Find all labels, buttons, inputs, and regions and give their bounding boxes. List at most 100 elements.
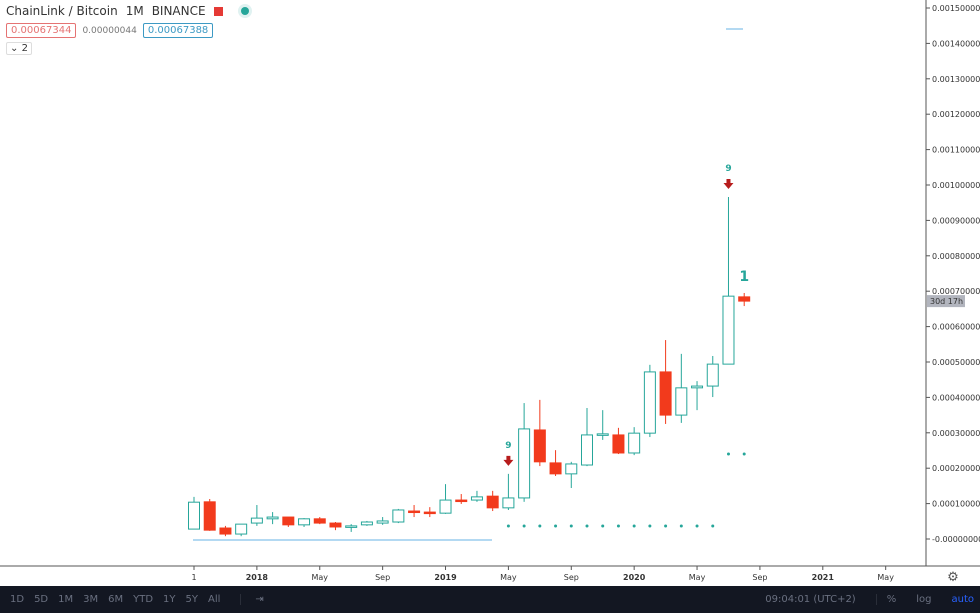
candle-body (565, 463, 578, 475)
range-3m[interactable]: 3M (83, 594, 99, 605)
candle-body (706, 363, 719, 387)
y-tick-label: 0.00130000 (932, 75, 980, 84)
range-1d[interactable]: 1D (10, 594, 25, 605)
setup-dot (506, 524, 510, 528)
candle-body (345, 525, 358, 528)
clock[interactable]: 09:04:01 (UTC+2) (765, 594, 856, 605)
setup-dot (742, 452, 746, 456)
candle-body (612, 434, 625, 454)
exchange-label: BINANCE (151, 4, 206, 18)
candle-body (502, 497, 515, 509)
x-tick-label: May (500, 573, 517, 582)
y-tick-label: -0.00000000 (932, 535, 980, 544)
candle-body (722, 295, 735, 365)
candle-body (235, 523, 248, 535)
sequence-label: 1 (739, 269, 749, 285)
candle-body (455, 499, 468, 503)
log-toggle[interactable]: log (916, 594, 932, 605)
candle-body (533, 429, 546, 463)
setup-dot (554, 524, 558, 528)
indicators-collapse-button[interactable]: ⌄ 2 (6, 42, 32, 55)
setup-dot (616, 524, 620, 528)
y-tick-label: 0.00150000 (932, 4, 980, 13)
sequence-label: 9 (725, 164, 731, 174)
interval-label: 1M (125, 4, 144, 18)
flag-icon[interactable] (213, 6, 223, 16)
x-tick-label: Sep (752, 573, 767, 582)
y-tick-label: 0.00110000 (932, 146, 980, 155)
x-tick-label: Sep (564, 573, 579, 582)
candle-body (659, 371, 672, 416)
range-all[interactable]: All (208, 594, 221, 605)
open-value: 0.00067344 (6, 23, 77, 38)
setup-dot (695, 524, 699, 528)
setup-dot (711, 524, 715, 528)
candle-body (691, 385, 704, 389)
candle-body (549, 462, 562, 475)
y-tick-label: 0.00010000 (932, 500, 980, 509)
bottom-toolbar: 1D 5D 1M 3M 6M YTD 1Y 5Y All ⇥ 09:04:01 … (0, 586, 980, 613)
candle-body (408, 510, 421, 514)
candle-body (675, 387, 688, 416)
indicator-values: 0.00067344 0.00000044 0.00067388 (6, 23, 214, 38)
x-tick-label: May (877, 573, 894, 582)
x-tick-label: 2019 (434, 573, 457, 582)
percent-toggle[interactable]: % (875, 594, 896, 605)
candle-body (738, 296, 751, 302)
setup-dot (632, 524, 636, 528)
y-tick-label: 0.00100000 (932, 181, 980, 190)
y-tick-label: 0.00120000 (932, 110, 980, 119)
indicator-count: 2 (21, 43, 28, 54)
setup-dot (601, 524, 605, 528)
setup-dot (726, 452, 730, 456)
candle-body (329, 522, 342, 528)
candle-body (486, 495, 499, 509)
go-to-date-icon[interactable]: ⇥ (240, 594, 264, 605)
y-tick-label: 0.00060000 (932, 323, 980, 332)
setup-dot (585, 524, 589, 528)
y-tick-label: 0.00140000 (932, 39, 980, 48)
range-1y[interactable]: 1Y (163, 594, 176, 605)
setup-dot (679, 524, 683, 528)
candle-body (298, 518, 311, 526)
price-chart[interactable]: 0.00150000 0.00140000 0.00130000 0.00120000… (0, 0, 980, 586)
x-tick-label: 2018 (246, 573, 269, 582)
candle-body (596, 433, 609, 436)
sell-arrow-icon (503, 455, 514, 466)
y-tick-label: 0.00040000 (932, 393, 980, 402)
candle-body (518, 428, 531, 499)
candle-body (266, 516, 279, 520)
range-1m[interactable]: 1M (58, 594, 74, 605)
range-5d[interactable]: 5D (34, 594, 49, 605)
y-tick-label: 0.00090000 (932, 216, 980, 225)
x-tick-label: May (689, 573, 706, 582)
chart-legend: ChainLink / Bitcoin 1M BINANCE (6, 4, 249, 18)
candle-body (360, 521, 373, 526)
candle-body (581, 434, 593, 466)
setup-dot (664, 524, 668, 528)
auto-toggle[interactable]: auto (951, 594, 974, 605)
candle-body (250, 517, 263, 524)
candle-body (376, 520, 389, 524)
sequence-label: 9 (505, 441, 511, 451)
sell-arrow-icon (723, 179, 734, 190)
x-tick-label: 2021 (812, 573, 835, 582)
candle-body (219, 527, 232, 535)
candle-body (628, 432, 641, 454)
candle-body (313, 518, 326, 524)
x-tick-label: Sep (375, 573, 390, 582)
symbol-title[interactable]: ChainLink / Bitcoin (6, 4, 118, 18)
x-tick-label: 2020 (623, 573, 646, 582)
candle-body (470, 496, 483, 501)
settings-icon[interactable]: ⚙ (947, 570, 959, 585)
range-ytd[interactable]: YTD (133, 594, 154, 605)
range-5y[interactable]: 5Y (185, 594, 199, 605)
candle-body (392, 509, 405, 523)
setup-dot (538, 524, 542, 528)
market-status-icon (240, 7, 249, 15)
setup-dot (569, 524, 573, 528)
range-6m[interactable]: 6M (108, 594, 124, 605)
candle-body (188, 501, 200, 530)
x-tick-label: 1 (191, 573, 196, 582)
close-value: 0.00067388 (142, 23, 214, 38)
